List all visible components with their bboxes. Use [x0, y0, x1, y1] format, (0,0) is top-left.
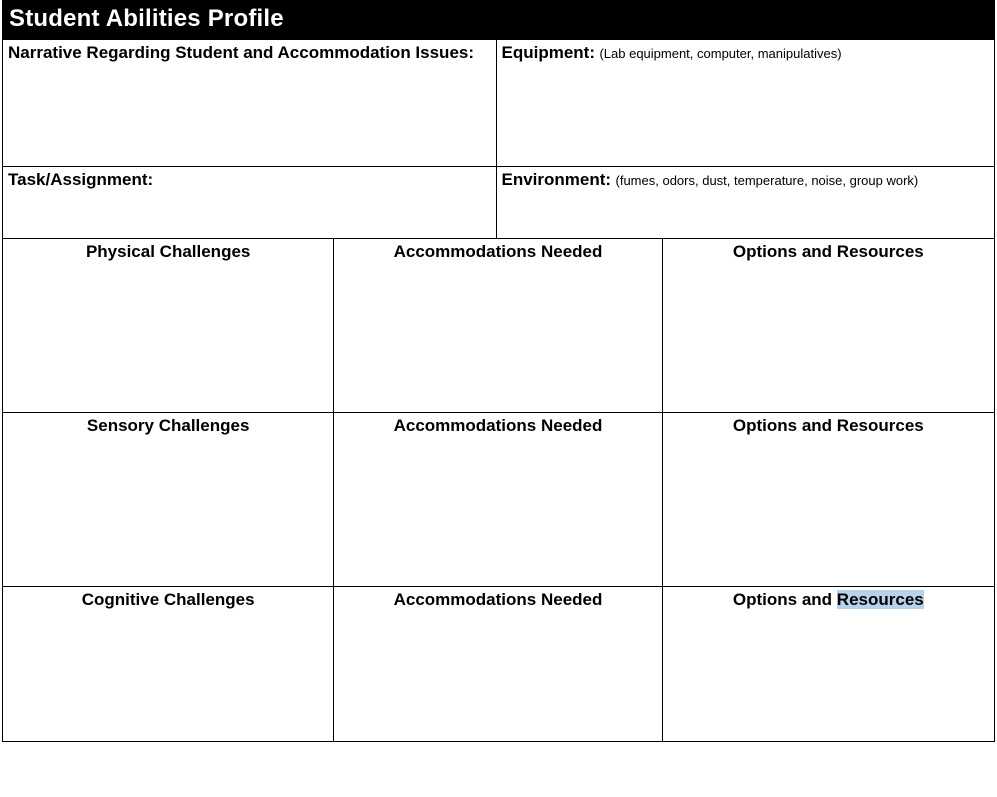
equipment-label: Equipment: — [502, 43, 596, 62]
environment-note: (fumes, odors, dust, temperature, noise,… — [616, 173, 919, 188]
physical-options-label: Options and Resources — [733, 242, 924, 261]
title-bar: Student Abilities Profile — [2, 0, 995, 39]
physical-challenges-label: Physical Challenges — [86, 242, 250, 261]
task-label: Task/Assignment: — [8, 170, 153, 189]
sensory-options-label: Options and Resources — [733, 416, 924, 435]
sensory-challenges-label: Sensory Challenges — [87, 416, 250, 435]
physical-challenges-cell: Physical Challenges — [3, 239, 334, 413]
narrative-cell: Narrative Regarding Student and Accommod… — [3, 40, 497, 167]
sensory-accom-cell: Accommodations Needed — [334, 413, 662, 587]
cognitive-options-prefix: Options and — [733, 590, 837, 609]
equipment-cell: Equipment: (Lab equipment, computer, man… — [496, 40, 995, 167]
cognitive-challenges-cell: Cognitive Challenges — [3, 587, 334, 742]
physical-accom-label: Accommodations Needed — [394, 242, 603, 261]
cognitive-accom-label: Accommodations Needed — [394, 590, 603, 609]
environment-cell: Environment: (fumes, odors, dust, temper… — [496, 167, 995, 239]
physical-accom-cell: Accommodations Needed — [334, 239, 662, 413]
physical-options-cell: Options and Resources — [662, 239, 994, 413]
cognitive-options-cell: Options and Resources — [662, 587, 994, 742]
sensory-accom-label: Accommodations Needed — [394, 416, 603, 435]
environment-label: Environment: — [502, 170, 612, 189]
equipment-note: (Lab equipment, computer, manipulatives) — [599, 46, 841, 61]
top-grid: Narrative Regarding Student and Accommod… — [2, 39, 995, 742]
narrative-label: Narrative Regarding Student and Accommod… — [8, 43, 474, 62]
cognitive-challenges-label: Cognitive Challenges — [82, 590, 255, 609]
cognitive-options-highlighted: Resources — [837, 590, 924, 609]
sensory-challenges-cell: Sensory Challenges — [3, 413, 334, 587]
cognitive-accom-cell: Accommodations Needed — [334, 587, 662, 742]
task-cell: Task/Assignment: — [3, 167, 497, 239]
sensory-options-cell: Options and Resources — [662, 413, 994, 587]
page-title: Student Abilities Profile — [9, 5, 284, 32]
profile-sheet: Student Abilities Profile Narrative Rega… — [2, 0, 995, 742]
